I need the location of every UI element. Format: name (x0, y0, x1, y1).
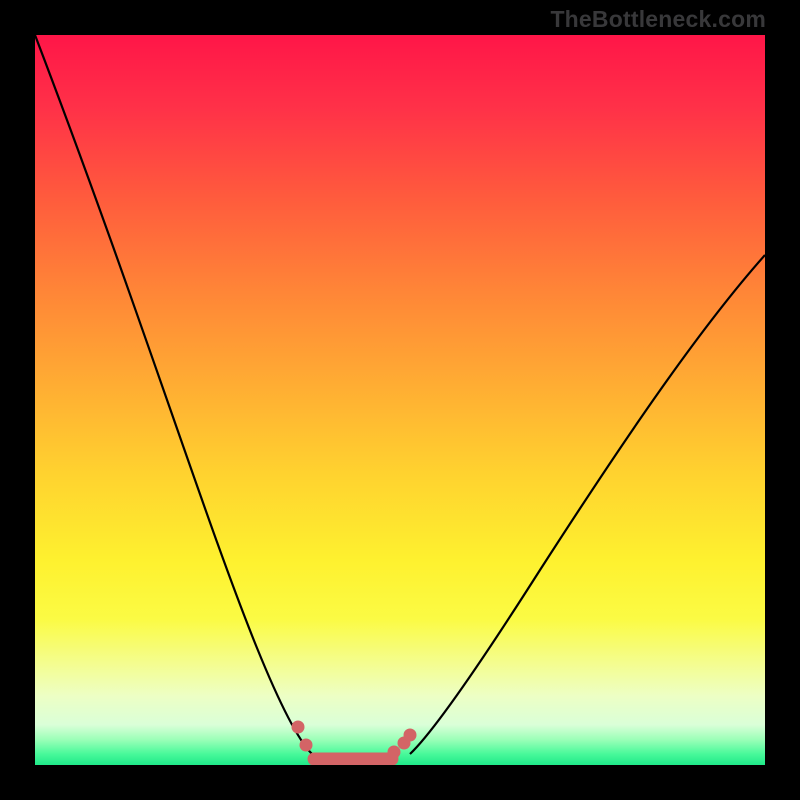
gradient-background (35, 35, 765, 765)
watermark-text: TheBottleneck.com (550, 6, 766, 33)
bottleneck-chart: TheBottleneck.com (0, 0, 800, 800)
